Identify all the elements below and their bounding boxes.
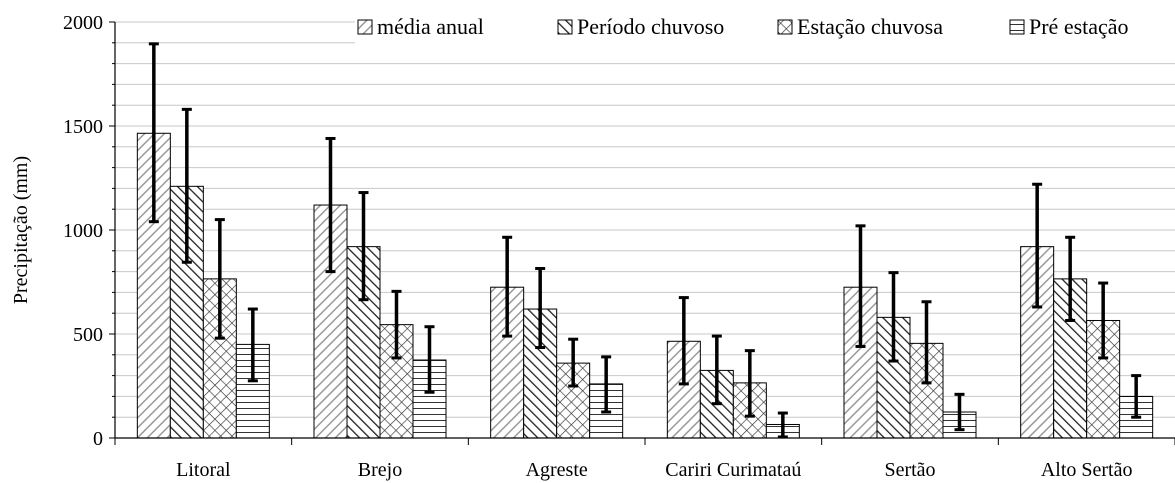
category-label: Alto Sertão [1041,459,1133,481]
y-axis-title: Precipitação (mm) [10,156,32,304]
y-tick-label: 2000 [63,12,103,34]
legend-swatch [357,19,373,35]
y-tick-label: 1500 [63,116,103,138]
y-tick-label: 1000 [63,220,103,242]
legend-swatch [557,19,573,35]
y-tick-label: 0 [93,428,103,450]
bars [136,132,1154,439]
legend-label: Estação chuvosa [797,14,943,39]
category-label: Cariri Curimataú [665,459,801,481]
legend-label: Período chuvoso [577,14,724,39]
axes [109,21,1175,445]
legend-background [355,8,1175,44]
y-tick-label: 500 [73,324,103,346]
axis-labels: 0 500 1000 1500 2000 Litoral Brejo Agreste Carir… [10,12,1132,481]
legend-swatch [777,19,793,35]
category-label: Brejo [358,459,402,481]
category-label: Sertão [884,459,935,481]
legend: média anual Período chuvoso Estação chuvos… [355,8,1175,44]
legend-label: Pré estação [1029,14,1129,39]
legend-label: média anual [377,14,484,39]
legend-swatch [1009,19,1025,35]
category-label: Litoral [176,459,231,481]
error-bars [148,42,1142,439]
category-label: Agreste [526,459,588,481]
gridlines [115,21,1175,418]
